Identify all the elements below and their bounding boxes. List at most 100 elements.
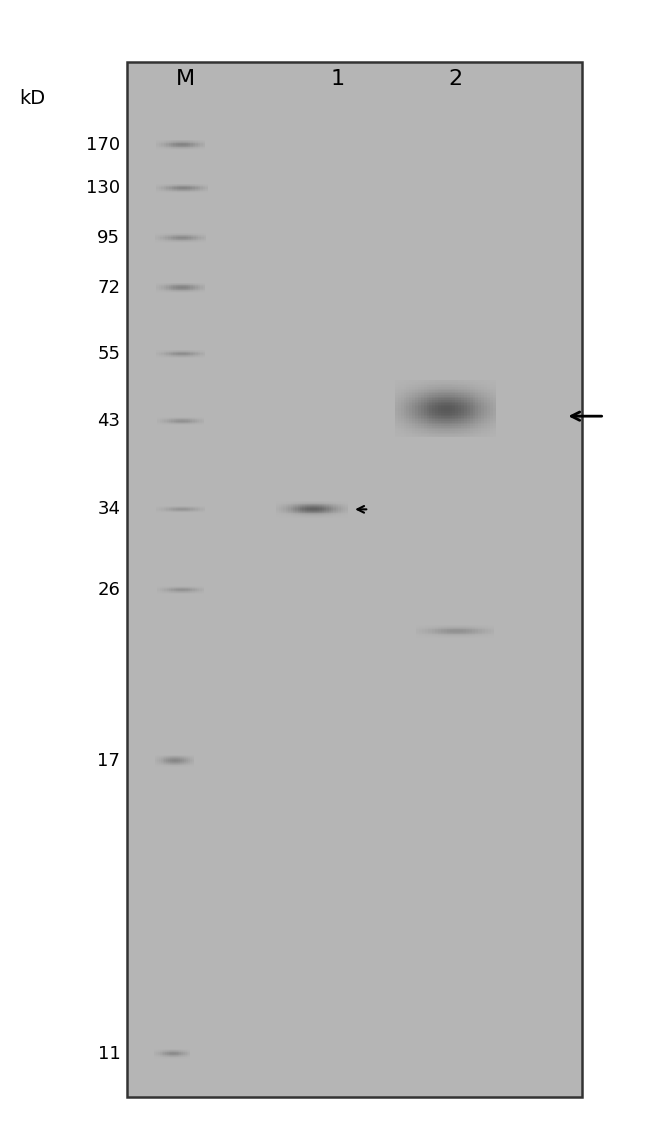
Bar	[415, 436, 418, 437]
Bar	[432, 418, 436, 420]
Bar	[400, 394, 404, 395]
Bar	[436, 384, 438, 385]
Bar	[455, 422, 458, 425]
Bar	[436, 392, 438, 394]
Bar	[421, 422, 424, 425]
Bar	[450, 385, 452, 387]
Bar	[461, 429, 464, 431]
Bar	[444, 388, 447, 391]
Bar	[470, 417, 473, 418]
Bar	[458, 406, 461, 408]
Bar	[400, 388, 404, 391]
Bar	[447, 425, 450, 426]
Bar	[406, 402, 410, 403]
Text: M: M	[176, 69, 195, 89]
Bar	[438, 380, 441, 382]
Bar	[395, 394, 398, 395]
Bar	[438, 405, 441, 406]
Bar	[441, 426, 444, 428]
Bar	[464, 428, 467, 429]
Bar	[421, 414, 424, 417]
Bar	[432, 380, 436, 382]
Bar	[441, 400, 444, 402]
Bar	[441, 421, 444, 422]
Bar	[415, 399, 418, 400]
Bar	[461, 387, 464, 388]
Bar	[438, 436, 441, 437]
Bar	[458, 426, 461, 428]
Bar	[441, 402, 444, 403]
Bar	[470, 435, 473, 436]
Bar	[424, 382, 426, 384]
Bar	[458, 392, 461, 394]
Bar	[487, 402, 490, 403]
Bar	[410, 387, 412, 388]
Bar	[424, 435, 426, 436]
Bar	[424, 399, 426, 400]
Bar	[412, 388, 415, 391]
Bar	[418, 403, 421, 405]
Bar	[444, 413, 447, 414]
Bar	[458, 432, 461, 435]
Bar	[398, 403, 400, 405]
Bar	[487, 429, 490, 431]
Bar	[400, 399, 404, 400]
Bar	[450, 400, 452, 402]
Bar	[484, 384, 487, 385]
Bar	[395, 432, 398, 435]
Bar	[464, 396, 467, 399]
Bar	[436, 385, 438, 387]
Bar	[450, 382, 452, 384]
Bar	[441, 384, 444, 385]
Bar	[470, 395, 473, 396]
Bar	[458, 420, 461, 421]
Bar	[404, 384, 406, 385]
Bar	[395, 402, 398, 403]
Bar	[438, 413, 441, 414]
Bar	[415, 431, 418, 432]
Bar	[452, 392, 455, 394]
Bar	[467, 396, 470, 399]
Bar	[461, 382, 464, 384]
Bar	[487, 436, 490, 437]
Bar	[436, 417, 438, 418]
Bar	[490, 395, 493, 396]
Bar	[424, 411, 426, 413]
Bar	[404, 385, 406, 387]
Bar	[395, 384, 398, 385]
Bar	[452, 410, 455, 411]
Bar	[452, 417, 455, 418]
Bar	[400, 425, 404, 426]
Bar	[430, 400, 432, 402]
Bar	[476, 382, 478, 384]
Bar	[493, 411, 496, 413]
Text: kD: kD	[20, 89, 46, 108]
Bar	[476, 392, 478, 394]
Bar	[426, 422, 430, 425]
Bar	[455, 388, 458, 391]
Bar	[406, 403, 410, 405]
Bar	[478, 414, 481, 417]
Bar	[444, 406, 447, 408]
Bar	[415, 396, 418, 399]
Bar	[406, 405, 410, 406]
Bar	[412, 411, 415, 413]
Bar	[447, 400, 450, 402]
Bar	[455, 406, 458, 408]
Bar	[415, 405, 418, 406]
Bar	[410, 400, 412, 402]
Bar	[455, 392, 458, 394]
Bar	[473, 395, 476, 396]
Bar	[426, 384, 430, 385]
Bar	[450, 425, 452, 426]
Bar	[458, 413, 461, 414]
Bar	[424, 428, 426, 429]
Bar	[410, 418, 412, 420]
Bar	[467, 402, 470, 403]
Bar	[455, 387, 458, 388]
Bar	[452, 391, 455, 392]
Bar	[444, 400, 447, 402]
Bar	[438, 395, 441, 396]
Bar	[476, 422, 478, 425]
Bar	[410, 436, 412, 437]
